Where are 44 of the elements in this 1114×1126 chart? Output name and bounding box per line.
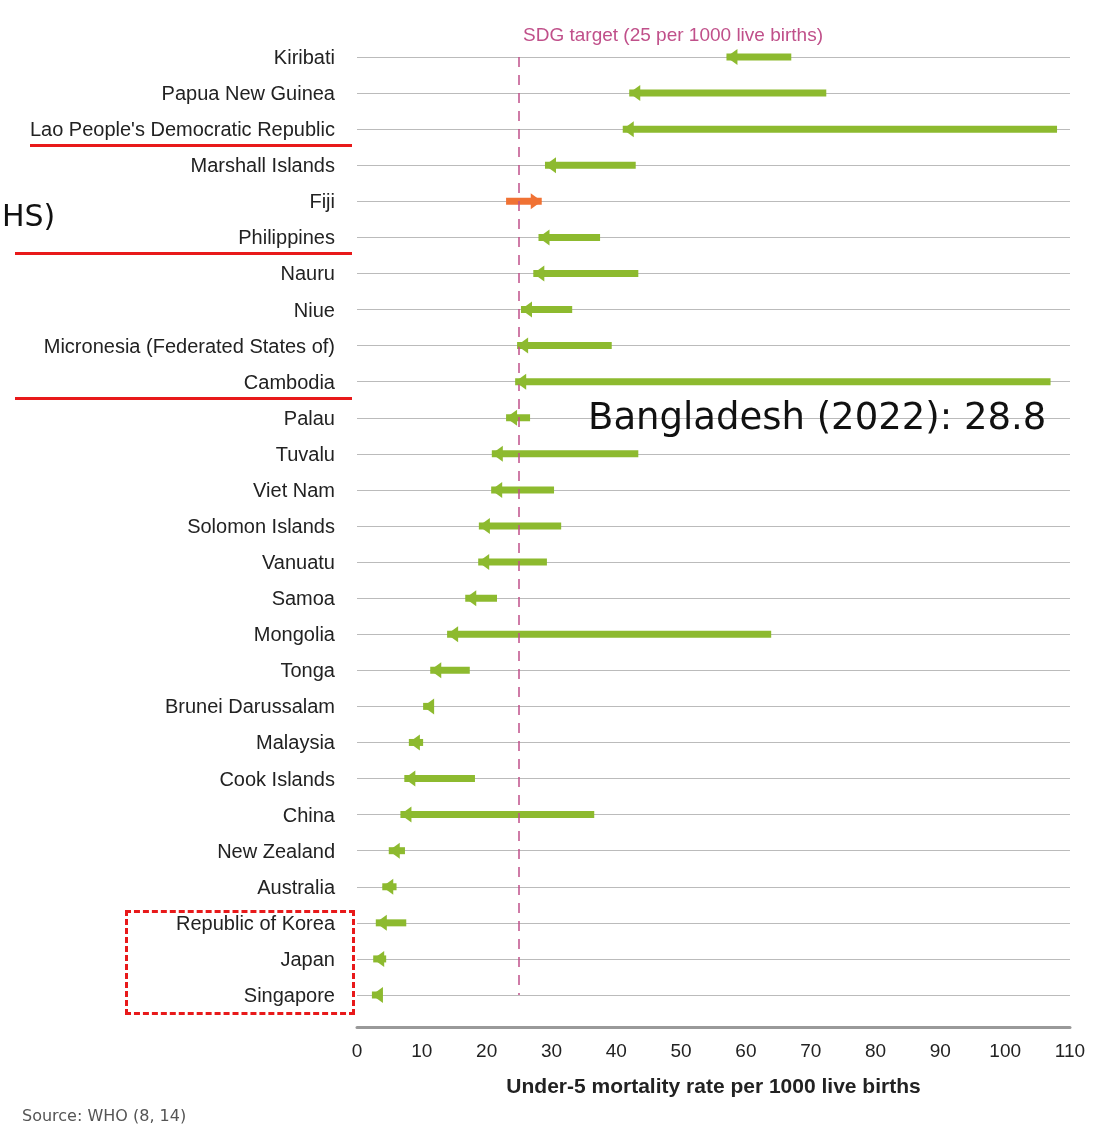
y-tick-label: Cambodia [243, 370, 336, 393]
y-tick-label: Singapore [243, 984, 335, 1006]
y-tick-label: Solomon Islands [187, 515, 335, 537]
x-tick-label: 10 [411, 1040, 433, 1061]
x-tick-label: 30 [540, 1040, 563, 1061]
y-tick-label: Cook Islands [219, 767, 335, 790]
x-tick-label: 90 [929, 1040, 951, 1061]
x-tick-label: 80 [864, 1040, 887, 1061]
y-tick-label: Lao People's Democratic Republic [29, 118, 335, 141]
x-tick-label: 20 [476, 1040, 498, 1061]
y-tick-label: Brunei Darussalam [164, 695, 335, 718]
y-tick-label: Philippines [238, 226, 335, 249]
x-tick-label: 60 [735, 1040, 757, 1061]
y-tick-label: Kiribati [273, 46, 335, 68]
x-tick-label: 100 [989, 1040, 1022, 1061]
x-tick-label: 40 [605, 1040, 627, 1061]
y-tick-label: Marshall Islands [190, 154, 335, 177]
y-tick-label: Vanuatu [261, 551, 335, 574]
x-tick-label: 50 [670, 1040, 692, 1061]
text: HS) [2, 198, 56, 233]
y-tick-label: Palau [283, 406, 335, 429]
x-axis-title: Under-5 mortality rate per 1000 live births [506, 1074, 921, 1097]
y-tick-label: Samoa [271, 587, 336, 610]
y-tick-label: Tuvalu [275, 442, 335, 465]
y-tick-label: Fiji [309, 190, 335, 213]
y-tick-label: Republic of Korea [176, 911, 336, 934]
y-tick-label: Tonga [280, 659, 336, 682]
x-tick-label: 0 [351, 1040, 363, 1061]
y-tick-label: Nauru [280, 262, 335, 285]
y-tick-label: Malaysia [256, 731, 336, 754]
ref-line-label: SDG target (25 per 1000 live births) [523, 24, 823, 45]
y-tick-label: Micronesia (Federated States of) [43, 334, 335, 357]
y-tick-label: Australia [257, 875, 336, 898]
x-tick-label: 110 [1054, 1040, 1086, 1061]
source-note: Source: WHO (8, 14) [22, 1106, 187, 1125]
annotation: Bangladesh (2022): 28.8 [588, 395, 1047, 438]
y-tick-label: Viet Nam [253, 478, 335, 501]
y-tick-label: Niue [293, 298, 335, 321]
y-tick-label: Mongolia [253, 623, 336, 646]
x-tick-label: 70 [800, 1040, 822, 1061]
y-tick-label: New Zealand [217, 839, 335, 862]
y-tick-label: Papua New Guinea [161, 82, 336, 105]
y-tick-label: Japan [280, 947, 335, 970]
y-tick-label: China [282, 803, 336, 826]
